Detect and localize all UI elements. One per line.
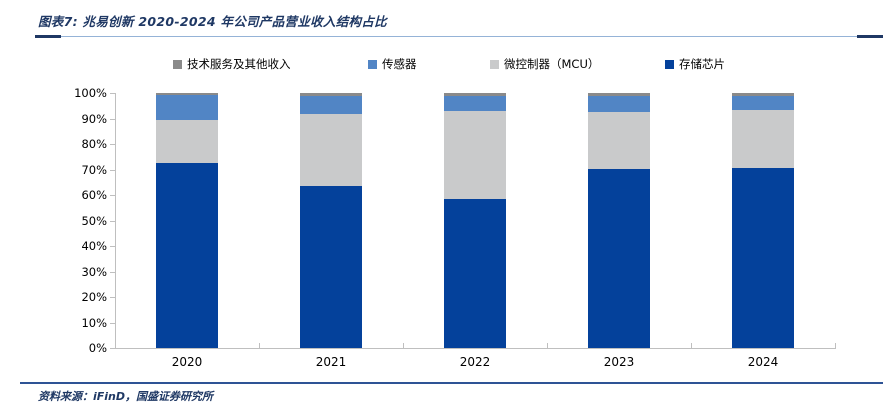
legend-item: 技术服务及其他收入 (173, 56, 291, 72)
legend-item: 微控制器（MCU） (490, 56, 599, 72)
legend-item: 传感器 (368, 56, 417, 72)
x-axis-label: 2020 (171, 355, 203, 369)
x-axis-tick (835, 343, 836, 348)
x-axis-line (115, 348, 836, 349)
bar-segment (588, 169, 650, 348)
bar-2020 (156, 93, 218, 348)
bar-segment (732, 95, 794, 111)
y-axis-tick-label: 90% (81, 111, 107, 126)
legend-swatch-icon (490, 59, 499, 69)
y-axis-tick-label: 0% (88, 341, 107, 355)
bar-segment (300, 186, 362, 348)
x-axis-label: 2023 (603, 355, 635, 369)
bar-2022 (444, 93, 506, 348)
y-axis-tick-label: 40% (81, 239, 107, 253)
y-axis-tick-label: 80% (81, 137, 107, 151)
bar-segment (588, 93, 650, 97)
legend-swatch-icon (368, 59, 377, 69)
title-divider-dark-left (35, 35, 61, 38)
legend-swatch-icon (665, 59, 674, 69)
x-axis-tick (547, 343, 548, 348)
bar-segment (444, 110, 506, 199)
source-note: 资料来源：iFinD，国盛证券研究所 (38, 390, 214, 403)
y-axis-line (115, 93, 116, 349)
y-axis-tick-label: 50% (81, 213, 107, 228)
bar-segment (588, 96, 650, 112)
bar-segment (444, 93, 506, 97)
bar-2021 (300, 93, 362, 348)
y-axis-tick-label: 60% (81, 188, 107, 202)
x-axis-label: 2021 (315, 355, 347, 369)
title-divider-light-line (35, 36, 883, 38)
bar-segment (300, 93, 362, 96)
y-axis-tick (110, 297, 115, 298)
y-axis-tick (110, 322, 115, 324)
bar-segment (156, 94, 218, 120)
y-axis-tick-label: 30% (81, 264, 107, 279)
bar-segment (732, 110, 794, 169)
x-axis-label: 2022 (459, 355, 491, 369)
legend-label: 微控制器（MCU） (504, 57, 600, 71)
title-divider-dark-right (857, 35, 883, 38)
legend-label: 技术服务及其他收入 (187, 57, 291, 71)
y-axis-tick-label: 10% (81, 315, 107, 330)
y-axis-tick-label: 20% (81, 290, 107, 304)
y-axis-tick (110, 195, 115, 196)
y-axis-tick (110, 220, 115, 222)
bar-segment (156, 93, 218, 95)
bar-segment (300, 95, 362, 114)
title-divider (35, 35, 883, 38)
y-axis-tick (110, 144, 115, 145)
legend-label: 存储芯片 (679, 57, 725, 71)
y-axis-tick-label: 70% (81, 162, 107, 177)
y-axis-tick (110, 93, 115, 94)
x-axis-tick (403, 343, 404, 348)
footer-divider (20, 382, 883, 384)
x-axis-tick (259, 343, 260, 348)
y-axis-tick-label: 100% (74, 86, 107, 100)
bar-segment (444, 96, 506, 111)
y-axis-tick (110, 118, 115, 120)
chart-title: 图表7: 兆易创新 2020-2024 年公司产品营业收入结构占比 (38, 14, 387, 29)
bar-segment (732, 168, 794, 348)
bar-segment (300, 113, 362, 187)
y-axis-tick (110, 246, 115, 247)
bar-segment (444, 198, 506, 348)
legend-swatch-icon (173, 59, 182, 69)
legend-label: 传感器 (382, 57, 417, 71)
y-axis-tick (110, 271, 115, 273)
y-axis-tick (110, 169, 115, 171)
bar-segment (732, 93, 794, 96)
bar-2024 (732, 93, 794, 348)
legend-item: 存储芯片 (665, 56, 725, 72)
x-axis-label: 2024 (747, 355, 779, 369)
bar-segment (156, 162, 218, 348)
bar-segment (156, 119, 218, 163)
x-axis-tick (691, 343, 692, 348)
bar-segment (588, 111, 650, 170)
bar-2023 (588, 93, 650, 348)
y-axis-tick (110, 348, 115, 349)
